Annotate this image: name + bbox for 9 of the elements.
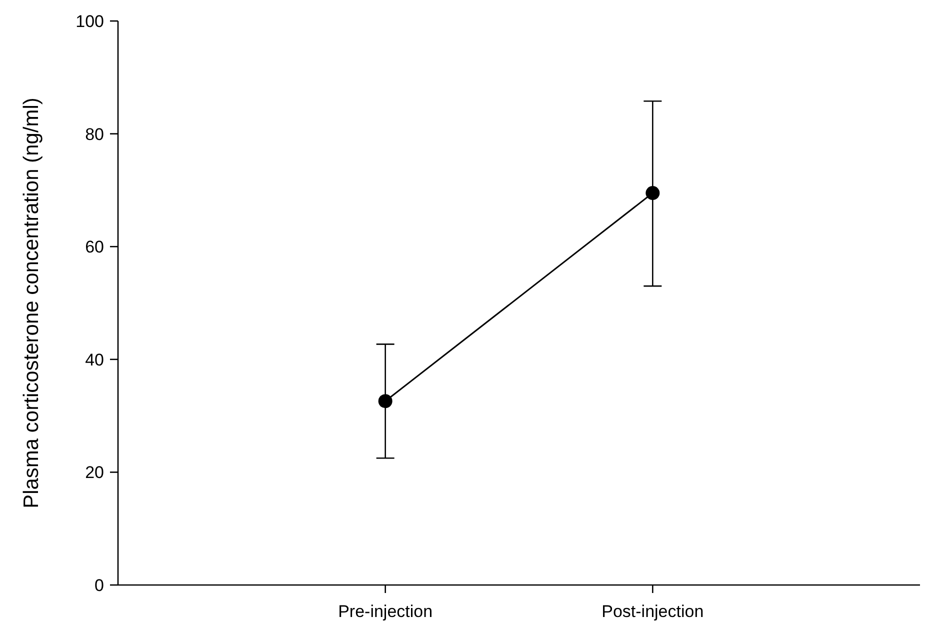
x-tick-label: Post-injection: [602, 602, 704, 621]
y-tick-label: 60: [85, 238, 104, 257]
y-tick-label: 20: [85, 463, 104, 482]
y-axis-title: Plasma corticosterone concentration (ng/ml): [20, 98, 43, 508]
y-tick-label: 0: [94, 576, 104, 595]
y-tick-label: 40: [85, 350, 104, 370]
y-tick-label: 100: [76, 12, 104, 31]
x-tick-label: Pre-injection: [338, 602, 433, 621]
y-tick-label: 80: [85, 124, 104, 144]
